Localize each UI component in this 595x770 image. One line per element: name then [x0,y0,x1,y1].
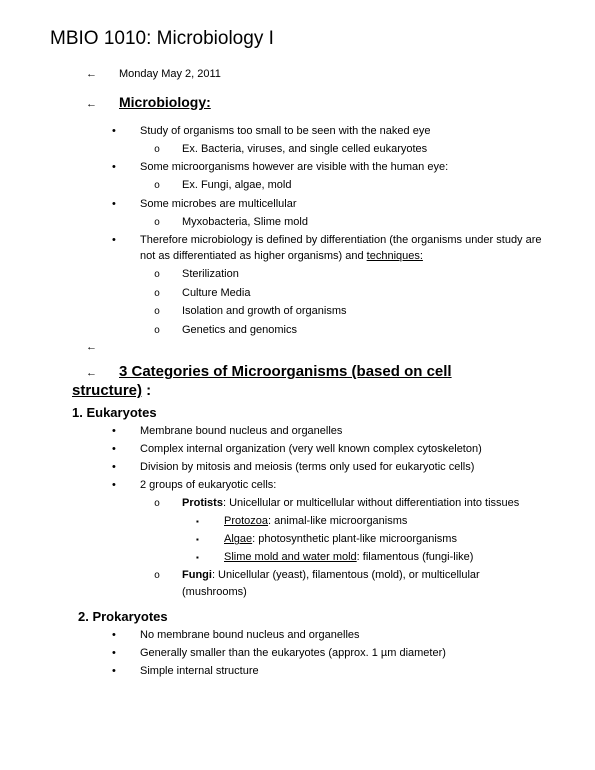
subsub-bullet-item: Protozoa: animal-like microorganisms [50,514,545,530]
sub-bullet-item: Ex. Bacteria, viruses, and single celled… [50,142,545,159]
sub-rest: : Unicellular or multicellular without d… [223,497,519,509]
heading-text: 3 Categories of Microorganisms (based on… [119,363,452,380]
arrow-icon: ← [86,98,97,110]
arrow-icon: ← [86,341,97,353]
sub-bullet-item: Fungi: Unicellular (yeast), filamentous … [50,568,545,600]
underlined-text: structure) [72,382,142,399]
bullet-item: Some microbes are multicellular [50,197,545,213]
document-page: MBIO 1010: Microbiology I ← Monday May 2,… [0,0,595,702]
sub-bullet-item: Isolation and growth of organisms [50,304,545,321]
sub-bullet-item: Culture Media [50,286,545,303]
bold-label: Fungi [182,569,212,581]
section-heading-categories-cont: structure) : [50,382,545,399]
sub-rest: : Unicellular (yeast), filamentous (mold… [182,569,480,598]
bullet-item: No membrane bound nucleus and organelles [50,628,545,644]
heading-tail: : [142,382,151,399]
category-heading-prokaryotes: 2. Prokaryotes [50,609,545,624]
underlined-label: Slime mold and water mold [224,551,357,563]
date-line: ← Monday May 2, 2011 [50,68,545,80]
bullet-item: Some microorganisms however are visible … [50,160,545,176]
bullet-item: Generally smaller than the eukaryotes (a… [50,646,545,662]
sub-bullet-item: Ex. Fungi, algae, mold [50,178,545,195]
bold-label: Protists [182,497,223,509]
arrow-icon: ← [86,68,97,80]
arrow-blank-line: ← [50,341,545,353]
subsub-bullet-item: Slime mold and water mold: filamentous (… [50,550,545,566]
page-title: MBIO 1010: Microbiology I [50,28,545,50]
bullet-item: 2 groups of eukaryotic cells: [50,478,545,494]
arrow-icon: ← [86,367,97,379]
sub-bullet-item: Myxobacteria, Slime mold [50,215,545,232]
sub-bullet-item: Genetics and genomics [50,323,545,340]
bullet-item: Therefore microbiology is defined by dif… [50,233,545,265]
bullet-item: Study of organisms too small to be seen … [50,124,545,140]
heading-text: Microbiology: [119,94,211,110]
bullet-item: Division by mitosis and meiosis (terms o… [50,460,545,476]
section-heading-categories: ← 3 Categories of Microorganisms (based o… [50,363,545,380]
bullet-item: Membrane bound nucleus and organelles [50,424,545,440]
bullet-item: Simple internal structure [50,664,545,680]
bullet-item: Complex internal organization (very well… [50,442,545,458]
subsub-rest: : animal-like microorganisms [268,515,407,527]
subsub-rest: : filamentous (fungi-like) [357,551,474,563]
subsub-rest: : photosynthetic plant-like microorganis… [252,533,457,545]
sub-bullet-item: Protists: Unicellular or multicellular w… [50,496,545,513]
sub-bullet-item: Sterilization [50,267,545,284]
underlined-label: Protozoa [224,515,268,527]
date-text: Monday May 2, 2011 [119,68,221,80]
underlined-label: Algae [224,533,252,545]
category-heading-eukaryotes: 1. Eukaryotes [50,405,545,420]
section-heading-microbiology: ← Microbiology: [50,94,545,110]
bullet-text: Therefore microbiology is defined by dif… [140,234,542,262]
subsub-bullet-item: Algae: photosynthetic plant-like microor… [50,532,545,548]
underlined-text: techniques: [367,250,423,262]
